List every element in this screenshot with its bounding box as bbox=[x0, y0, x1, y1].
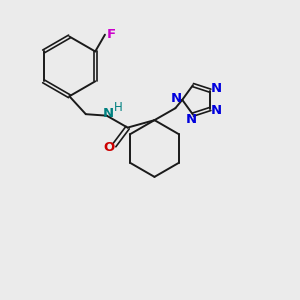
Text: F: F bbox=[107, 28, 116, 40]
Text: N: N bbox=[186, 113, 197, 127]
Text: N: N bbox=[103, 107, 114, 120]
Text: N: N bbox=[211, 82, 222, 95]
Text: O: O bbox=[103, 141, 114, 154]
Text: H: H bbox=[114, 101, 122, 114]
Text: N: N bbox=[211, 104, 222, 117]
Text: N: N bbox=[171, 92, 182, 105]
